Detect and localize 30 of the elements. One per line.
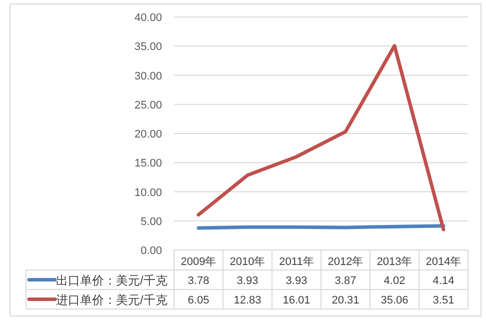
y-tick-label: 40.00 — [134, 12, 162, 24]
x-tick-label: 2011年 — [279, 256, 314, 268]
data-label: 16.01 — [282, 294, 310, 306]
y-tick-label: 30.00 — [134, 70, 162, 82]
x-tick-label: 2010年 — [230, 256, 266, 268]
data-label: 4.02 — [384, 274, 406, 287]
x-tick-label: 2012年 — [328, 256, 364, 268]
y-tick-label: 15.00 — [134, 158, 162, 170]
data-label: 3.78 — [188, 274, 210, 287]
y-tick-label: 0.00 — [140, 245, 162, 257]
data-label: 3.93 — [286, 274, 308, 287]
line-series — [196, 44, 446, 232]
data-label: 4.14 — [432, 274, 454, 287]
y-tick-label: 20.00 — [134, 128, 162, 140]
x-tick-label: 2009年 — [180, 256, 216, 268]
data-label: 3.87 — [334, 274, 356, 287]
y-tick-label: 10.00 — [134, 186, 162, 199]
legend-label: 出口单价：美元/千克 — [56, 273, 168, 288]
y-tick-label: 5.00 — [140, 216, 162, 228]
data-label: 3.51 — [432, 294, 454, 306]
x-tick-label: 2013年 — [376, 256, 412, 268]
data-label: 12.83 — [234, 294, 262, 306]
data-label: 35.06 — [380, 294, 408, 306]
data-label: 3.93 — [236, 274, 258, 287]
data-label: 20.31 — [332, 294, 360, 306]
data-label: 6.05 — [188, 294, 210, 306]
y-tick-label: 25.00 — [134, 99, 162, 112]
legend-label: 进口单价：美元/千克 — [56, 292, 168, 307]
x-tick-label: 2014年 — [426, 256, 462, 268]
y-tick-label: 35.00 — [134, 41, 162, 54]
